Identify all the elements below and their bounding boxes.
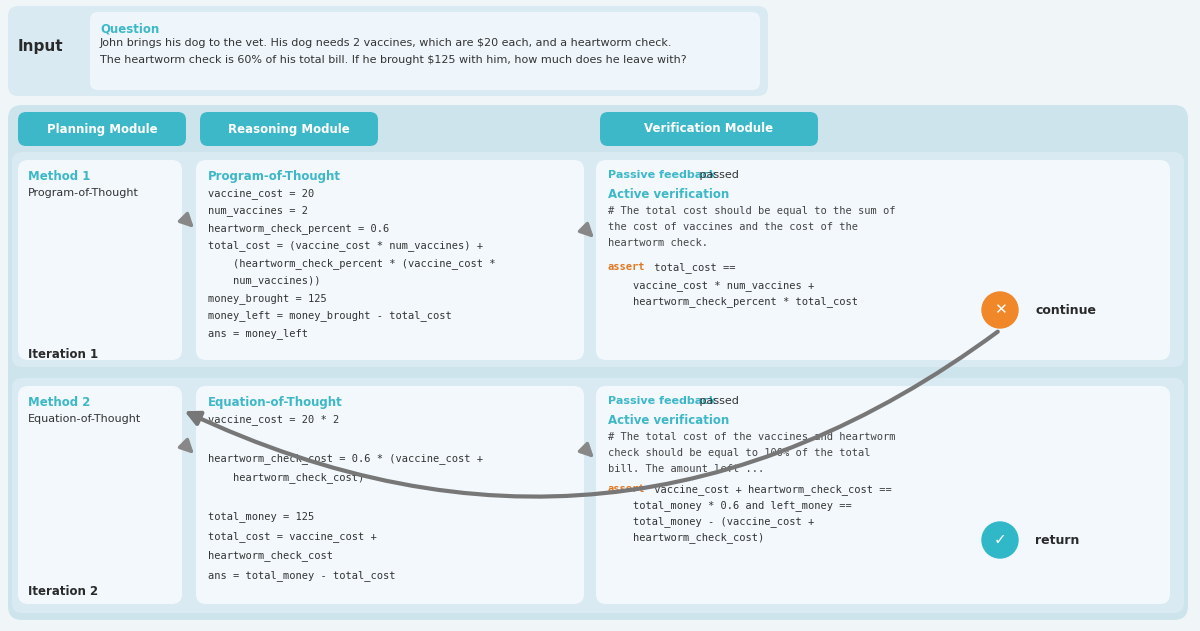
Text: money_left = money_brought - total_cost: money_left = money_brought - total_cost <box>208 310 451 321</box>
FancyBboxPatch shape <box>600 112 818 146</box>
Text: Input: Input <box>18 38 64 54</box>
Text: num_vaccines = 2: num_vaccines = 2 <box>208 206 308 216</box>
Text: ✕: ✕ <box>994 302 1007 317</box>
FancyBboxPatch shape <box>596 386 1170 604</box>
Text: total_money = 125: total_money = 125 <box>208 512 314 522</box>
Text: total_cost = (vaccine_cost * num_vaccines) +: total_cost = (vaccine_cost * num_vaccine… <box>208 240 482 251</box>
Text: heartworm_check_cost = 0.6 * (vaccine_cost +: heartworm_check_cost = 0.6 * (vaccine_co… <box>208 453 482 464</box>
Text: passed: passed <box>696 396 739 406</box>
Text: total_cost ==: total_cost == <box>648 262 736 273</box>
Text: heartworm_check_cost): heartworm_check_cost) <box>208 473 365 483</box>
Text: heartworm check.: heartworm check. <box>608 238 708 248</box>
Text: vaccine_cost = 20 * 2: vaccine_cost = 20 * 2 <box>208 414 340 425</box>
Text: Iteration 2: Iteration 2 <box>28 585 98 598</box>
Text: the cost of vaccines and the cost of the: the cost of vaccines and the cost of the <box>608 222 858 232</box>
Text: assert: assert <box>608 262 646 272</box>
FancyBboxPatch shape <box>18 386 182 604</box>
Text: ans = money_left: ans = money_left <box>208 328 308 339</box>
Text: continue: continue <box>1034 304 1096 317</box>
Text: The heartworm check is 60% of his total bill. If he brought $125 with him, how m: The heartworm check is 60% of his total … <box>100 55 686 65</box>
FancyBboxPatch shape <box>18 112 186 146</box>
Text: Program-of-Thought: Program-of-Thought <box>28 188 139 198</box>
Text: heartworm_check_percent = 0.6: heartworm_check_percent = 0.6 <box>208 223 389 234</box>
Text: heartworm_check_percent * total_cost: heartworm_check_percent * total_cost <box>608 296 858 307</box>
FancyBboxPatch shape <box>200 112 378 146</box>
Text: assert: assert <box>608 484 646 494</box>
Text: John brings his dog to the vet. His dog needs 2 vaccines, which are $20 each, an: John brings his dog to the vet. His dog … <box>100 38 672 48</box>
Text: vaccine_cost + heartworm_check_cost ==: vaccine_cost + heartworm_check_cost == <box>648 484 892 495</box>
FancyBboxPatch shape <box>596 160 1170 360</box>
Text: Program-of-Thought: Program-of-Thought <box>208 170 341 183</box>
FancyBboxPatch shape <box>196 160 584 360</box>
Text: Equation-of-Thought: Equation-of-Thought <box>28 414 142 424</box>
Text: return: return <box>1034 533 1079 546</box>
Text: num_vaccines)): num_vaccines)) <box>208 276 320 286</box>
Text: check should be equal to 100% of the total: check should be equal to 100% of the tot… <box>608 448 870 458</box>
Text: money_brought = 125: money_brought = 125 <box>208 293 326 304</box>
Text: Method 1: Method 1 <box>28 170 90 183</box>
Text: total_money * 0.6 and left_money ==: total_money * 0.6 and left_money == <box>608 500 852 511</box>
Text: (heartworm_check_percent * (vaccine_cost *: (heartworm_check_percent * (vaccine_cost… <box>208 258 496 269</box>
Text: # The total cost should be equal to the sum of: # The total cost should be equal to the … <box>608 206 895 216</box>
Text: vaccine_cost * num_vaccines +: vaccine_cost * num_vaccines + <box>608 280 815 291</box>
Text: Reasoning Module: Reasoning Module <box>228 122 350 136</box>
Text: Planning Module: Planning Module <box>47 122 157 136</box>
FancyBboxPatch shape <box>8 6 768 96</box>
FancyBboxPatch shape <box>90 12 760 90</box>
Text: ✓: ✓ <box>994 533 1007 548</box>
Circle shape <box>982 522 1018 558</box>
Text: Active verification: Active verification <box>608 188 730 201</box>
FancyBboxPatch shape <box>12 152 1184 367</box>
Text: bill. The amount left ...: bill. The amount left ... <box>608 464 764 474</box>
Text: ans = total_money - total_cost: ans = total_money - total_cost <box>208 570 396 581</box>
Text: Passive feedback: Passive feedback <box>608 170 716 180</box>
Text: heartworm_check_cost): heartworm_check_cost) <box>608 532 764 543</box>
FancyBboxPatch shape <box>196 386 584 604</box>
Text: heartworm_check_cost: heartworm_check_cost <box>208 550 334 562</box>
FancyBboxPatch shape <box>8 105 1188 620</box>
Text: total_money - (vaccine_cost +: total_money - (vaccine_cost + <box>608 516 815 527</box>
Text: Question: Question <box>100 22 160 35</box>
Text: Verification Module: Verification Module <box>644 122 774 136</box>
FancyBboxPatch shape <box>18 160 182 360</box>
Text: Passive feedback: Passive feedback <box>608 396 716 406</box>
Circle shape <box>982 292 1018 328</box>
Text: vaccine_cost = 20: vaccine_cost = 20 <box>208 188 314 199</box>
FancyBboxPatch shape <box>12 378 1184 613</box>
Text: total_cost = vaccine_cost +: total_cost = vaccine_cost + <box>208 531 377 542</box>
Text: # The total cost of the vaccines and heartworm: # The total cost of the vaccines and hea… <box>608 432 895 442</box>
Text: passed: passed <box>696 170 739 180</box>
Text: Equation-of-Thought: Equation-of-Thought <box>208 396 343 409</box>
Text: Iteration 1: Iteration 1 <box>28 348 98 361</box>
Text: Active verification: Active verification <box>608 414 730 427</box>
Text: Method 2: Method 2 <box>28 396 90 409</box>
